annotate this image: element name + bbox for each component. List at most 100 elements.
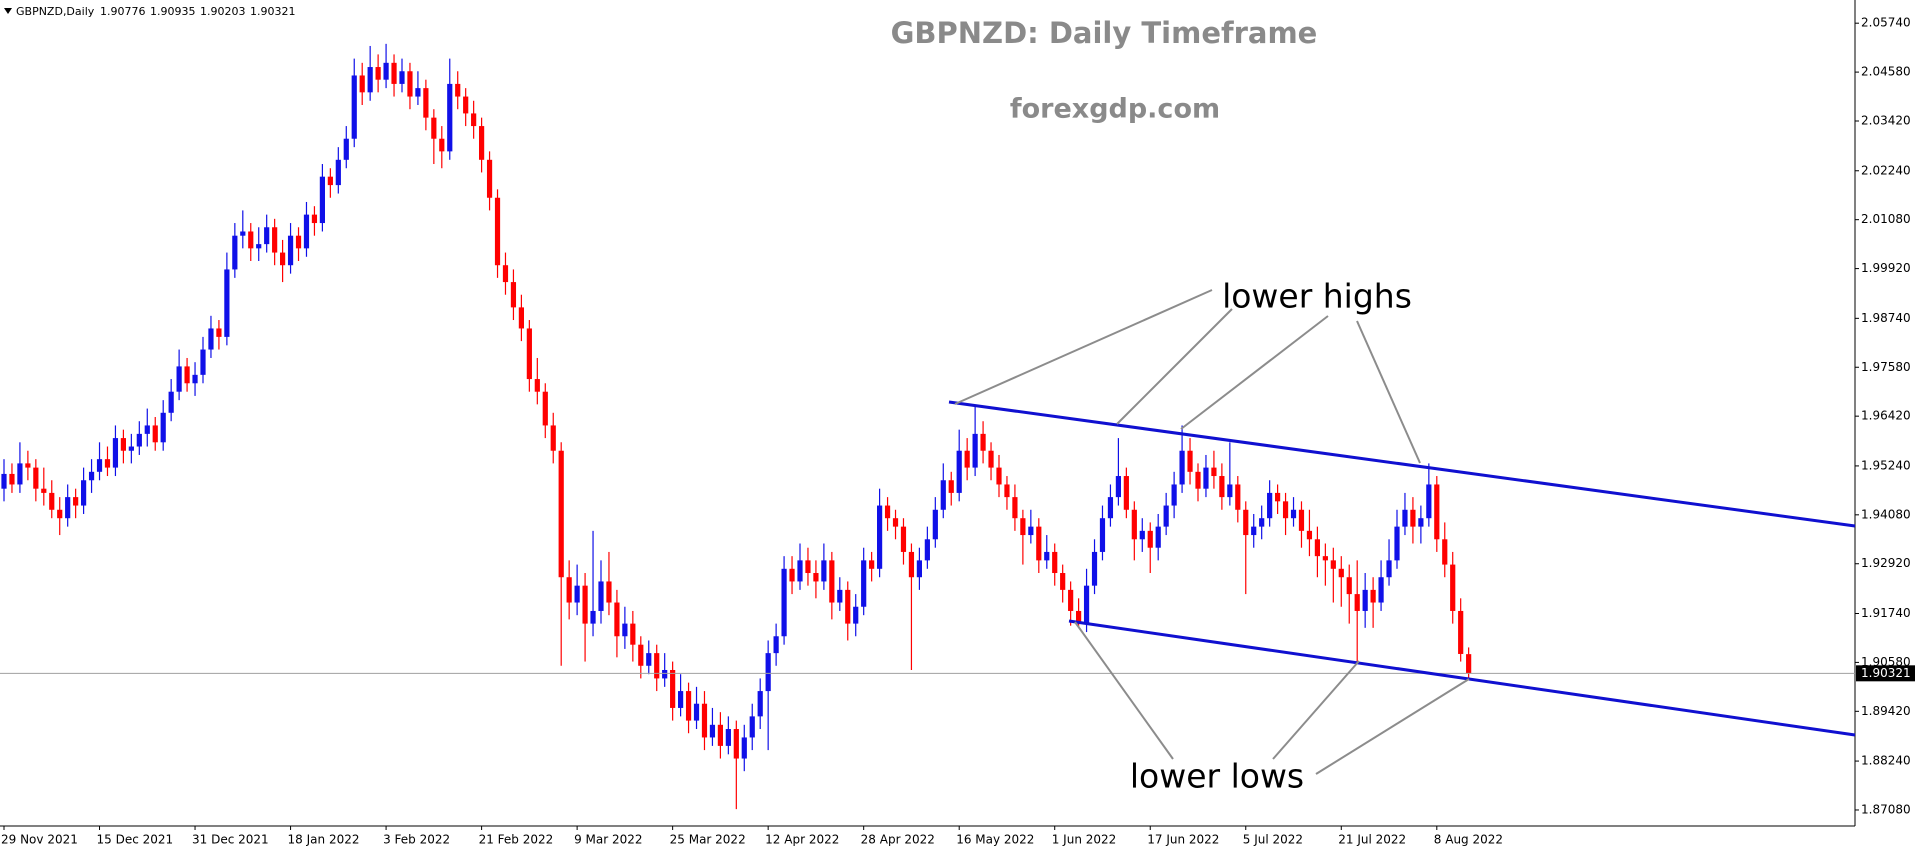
- x-tick-label: 18 Jan 2022: [288, 833, 360, 847]
- y-tick-label: 1.91740: [1861, 606, 1911, 620]
- candle-body: [152, 425, 158, 443]
- y-tick-label: 1.96420: [1861, 409, 1911, 423]
- candle-body: [1275, 492, 1281, 502]
- x-tick-label: 21 Feb 2022: [479, 833, 554, 847]
- candle-body: [590, 610, 596, 624]
- candle-body: [948, 480, 954, 493]
- candle-body: [701, 703, 708, 738]
- y-tick-label: 1.97580: [1861, 360, 1911, 374]
- candle-body: [869, 560, 875, 569]
- candle-body: [877, 505, 883, 569]
- candle-body: [391, 62, 397, 84]
- candle-body: [1442, 539, 1448, 565]
- y-tick-label: 1.87080: [1861, 802, 1911, 816]
- candle-body: [510, 282, 517, 308]
- candle-body: [908, 551, 915, 578]
- candle-body: [1187, 450, 1193, 472]
- y-tick-label: 1.92920: [1861, 556, 1911, 570]
- candle-body: [57, 509, 63, 519]
- candle-body: [542, 391, 548, 426]
- candle-body: [1282, 501, 1289, 519]
- x-tick-label: 12 Apr 2022: [765, 833, 839, 847]
- candle-body: [494, 197, 501, 266]
- candle-body: [558, 450, 564, 578]
- candle-body: [343, 138, 349, 160]
- candle-body: [1267, 492, 1273, 519]
- candle-body: [1346, 577, 1352, 595]
- candle-body: [168, 391, 174, 413]
- candle-body: [717, 724, 723, 746]
- candle-body: [88, 471, 95, 481]
- candle-body: [502, 265, 509, 283]
- candle-body: [964, 450, 970, 468]
- candle-body: [264, 227, 270, 245]
- candle-body: [200, 349, 206, 375]
- candle-body: [447, 83, 453, 152]
- candle-body: [486, 159, 493, 198]
- candle-body: [41, 488, 47, 493]
- header-open: 1.90776: [100, 5, 146, 18]
- candle-body: [1044, 551, 1050, 561]
- candle-body: [1235, 484, 1241, 510]
- candle-body: [654, 653, 660, 679]
- candle-body: [112, 438, 119, 468]
- candle-body: [1052, 551, 1058, 574]
- candle-body: [1227, 484, 1233, 498]
- candle-body: [367, 67, 373, 93]
- candle-body: [1060, 573, 1066, 590]
- candle-body: [383, 62, 389, 80]
- candle-body: [765, 653, 771, 692]
- candle-body: [1012, 497, 1018, 519]
- candle-body: [1290, 509, 1297, 519]
- candle-body: [375, 67, 381, 80]
- header-high: 1.90935: [150, 5, 196, 18]
- candle-body: [96, 459, 103, 472]
- candle-body: [208, 328, 214, 350]
- candle-body: [972, 433, 978, 468]
- candle-body: [821, 560, 827, 582]
- candle-body: [240, 231, 246, 236]
- candle-body: [1155, 526, 1161, 548]
- candle-body: [1211, 467, 1217, 477]
- candle-body: [813, 573, 819, 582]
- x-tick-label: 1 Jun 2022: [1052, 833, 1117, 847]
- candle-body: [1243, 509, 1249, 536]
- candle-body: [1091, 551, 1098, 586]
- candle-body: [65, 497, 71, 519]
- header-icon: [4, 8, 12, 14]
- candle-body: [49, 492, 55, 510]
- candle-body: [638, 644, 644, 666]
- candle-body: [73, 497, 79, 506]
- candle-body: [248, 231, 254, 249]
- candle-body: [1362, 589, 1368, 611]
- x-tick-label: 21 Jul 2022: [1338, 833, 1406, 847]
- candle-body: [104, 459, 111, 468]
- candle-body: [773, 636, 779, 654]
- candle-body: [861, 560, 867, 607]
- candle-body: [1083, 585, 1090, 624]
- chart-title: GBPNZD: Daily Timeframe: [891, 16, 1318, 50]
- candle-body: [224, 269, 230, 337]
- candle-body: [980, 433, 986, 451]
- x-tick-label: 8 Aug 2022: [1434, 833, 1503, 847]
- candle-body: [463, 96, 469, 114]
- candle-body: [1386, 560, 1392, 578]
- candle-body: [1306, 530, 1313, 540]
- annotation: lower lows: [1130, 757, 1304, 796]
- candle-body: [176, 366, 182, 392]
- candle-body: [916, 560, 922, 578]
- candle-body: [797, 560, 803, 582]
- candle-body: [136, 433, 142, 447]
- current-price-box: [1856, 665, 1915, 682]
- candle-body: [837, 589, 843, 603]
- candle-body: [1466, 654, 1472, 674]
- candle-body: [351, 75, 357, 139]
- candle-body: [693, 703, 700, 721]
- candle-body: [884, 505, 891, 519]
- candle-body: [988, 450, 994, 468]
- candle-body: [1410, 509, 1416, 527]
- candle-body: [1004, 484, 1010, 498]
- candle-body: [1394, 526, 1400, 561]
- candle-body: [1131, 509, 1137, 540]
